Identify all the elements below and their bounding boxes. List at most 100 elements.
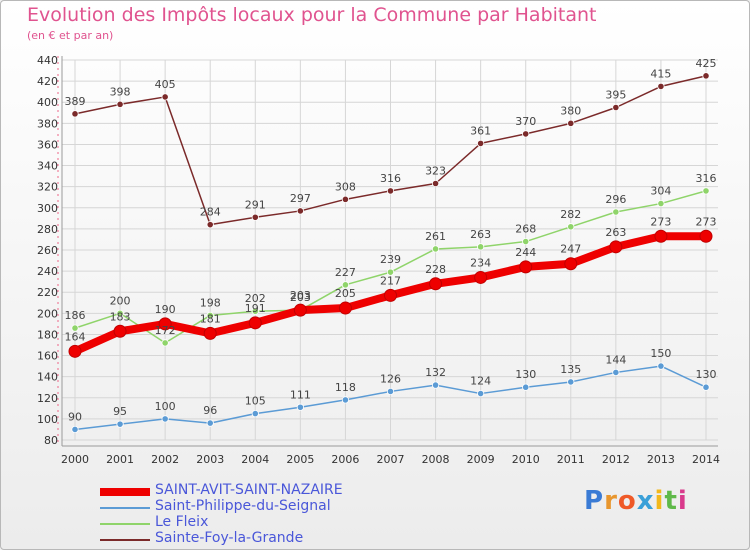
data-label: 130 bbox=[696, 368, 717, 381]
logo-letter: i bbox=[654, 486, 665, 516]
legend-label: SAINT-AVIT-SAINT-NAZAIRE bbox=[155, 482, 343, 498]
data-point bbox=[386, 268, 395, 276]
data-point bbox=[657, 199, 665, 208]
y-tick-label: 200 bbox=[37, 307, 58, 320]
data-label: 395 bbox=[605, 89, 626, 102]
data-label: 425 bbox=[696, 57, 717, 70]
data-point bbox=[206, 221, 214, 229]
data-label: 132 bbox=[425, 366, 446, 379]
data-label: 183 bbox=[110, 310, 131, 323]
data-label: 90 bbox=[68, 410, 82, 423]
data-label: 304 bbox=[650, 185, 671, 198]
y-tick-label: 120 bbox=[37, 392, 58, 405]
data-point bbox=[654, 229, 668, 243]
data-point bbox=[293, 303, 307, 317]
data-label: 261 bbox=[425, 230, 446, 243]
logo-letter: t bbox=[664, 486, 678, 516]
data-point bbox=[702, 383, 710, 391]
y-tick-label: 280 bbox=[37, 223, 58, 236]
data-label: 316 bbox=[380, 172, 401, 185]
y-tick-label: 320 bbox=[37, 181, 58, 194]
data-label: 100 bbox=[155, 400, 176, 413]
data-label: 130 bbox=[515, 368, 536, 381]
data-label: 296 bbox=[605, 193, 626, 206]
x-tick-label: 2006 bbox=[331, 453, 359, 466]
data-label: 190 bbox=[155, 303, 176, 316]
data-point bbox=[612, 368, 620, 377]
data-label: 124 bbox=[470, 375, 491, 388]
data-point bbox=[341, 396, 350, 404]
chart-subtitle: (en € et par an) bbox=[27, 29, 114, 42]
data-point bbox=[567, 378, 575, 386]
x-tick-label: 2012 bbox=[602, 453, 630, 466]
y-tick-label: 240 bbox=[37, 265, 58, 278]
legend-swatch bbox=[100, 507, 150, 509]
x-tick-label: 2008 bbox=[422, 453, 450, 466]
data-point bbox=[567, 119, 575, 127]
data-label: 415 bbox=[650, 67, 671, 80]
data-label: 380 bbox=[560, 104, 581, 117]
data-label: 284 bbox=[200, 206, 221, 219]
y-tick-label: 220 bbox=[37, 286, 58, 299]
data-point bbox=[203, 326, 217, 340]
logo-letter: x bbox=[636, 486, 655, 516]
data-label: 263 bbox=[605, 226, 626, 239]
data-label: 198 bbox=[200, 296, 221, 309]
y-tick-label: 380 bbox=[37, 117, 58, 130]
data-label: 203 bbox=[290, 289, 311, 302]
y-tick-label: 260 bbox=[37, 244, 58, 257]
data-point bbox=[161, 339, 169, 347]
y-tick-label: 360 bbox=[37, 138, 58, 151]
data-point bbox=[68, 344, 82, 358]
data-label: 150 bbox=[650, 347, 671, 360]
data-point bbox=[384, 288, 397, 302]
data-label: 172 bbox=[155, 324, 176, 337]
x-tick-label: 2013 bbox=[647, 453, 675, 466]
data-label: 200 bbox=[110, 294, 131, 307]
data-label: 398 bbox=[110, 85, 131, 98]
data-point bbox=[251, 410, 259, 418]
data-point bbox=[699, 229, 713, 243]
data-label: 282 bbox=[560, 208, 581, 221]
legend-swatch bbox=[100, 539, 150, 541]
data-point bbox=[429, 277, 443, 291]
data-label: 164 bbox=[65, 330, 86, 343]
data-point bbox=[248, 316, 262, 330]
y-tick-label: 340 bbox=[37, 160, 58, 173]
data-point bbox=[431, 381, 440, 389]
data-point bbox=[612, 103, 620, 112]
data-label: 308 bbox=[335, 180, 356, 193]
data-point bbox=[338, 301, 352, 315]
x-tick-label: 2007 bbox=[377, 453, 405, 466]
data-label: 205 bbox=[335, 287, 356, 300]
data-label: 186 bbox=[65, 309, 86, 322]
x-tick-label: 2005 bbox=[286, 453, 314, 466]
data-point bbox=[702, 72, 710, 80]
data-point bbox=[609, 240, 623, 254]
data-label: 291 bbox=[245, 198, 266, 211]
data-label: 297 bbox=[290, 192, 311, 205]
data-point bbox=[71, 324, 79, 332]
x-tick-label: 2014 bbox=[692, 453, 720, 466]
data-label: 217 bbox=[380, 274, 401, 287]
data-point bbox=[431, 179, 440, 188]
data-label: 203 bbox=[290, 291, 311, 304]
data-label: 263 bbox=[470, 228, 491, 241]
data-point bbox=[522, 237, 530, 246]
y-tick-label: 140 bbox=[37, 371, 58, 384]
data-label: 273 bbox=[650, 215, 671, 228]
logo-letter: P bbox=[584, 486, 605, 516]
data-point bbox=[522, 383, 530, 391]
data-label: 370 bbox=[515, 115, 536, 128]
data-point bbox=[657, 82, 665, 90]
chart-title: Evolution des Impôts locaux pour la Comm… bbox=[27, 4, 597, 26]
x-tick-label: 2010 bbox=[512, 453, 540, 466]
y-tick-label: 300 bbox=[37, 202, 58, 215]
proxiti-logo: Proxiti bbox=[584, 486, 688, 516]
data-label: 126 bbox=[380, 372, 401, 385]
data-point bbox=[158, 317, 172, 331]
data-point bbox=[612, 208, 620, 216]
legend-label: Saint-Philippe-du-Seignal bbox=[155, 498, 331, 514]
y-tick-label: 440 bbox=[37, 54, 58, 67]
